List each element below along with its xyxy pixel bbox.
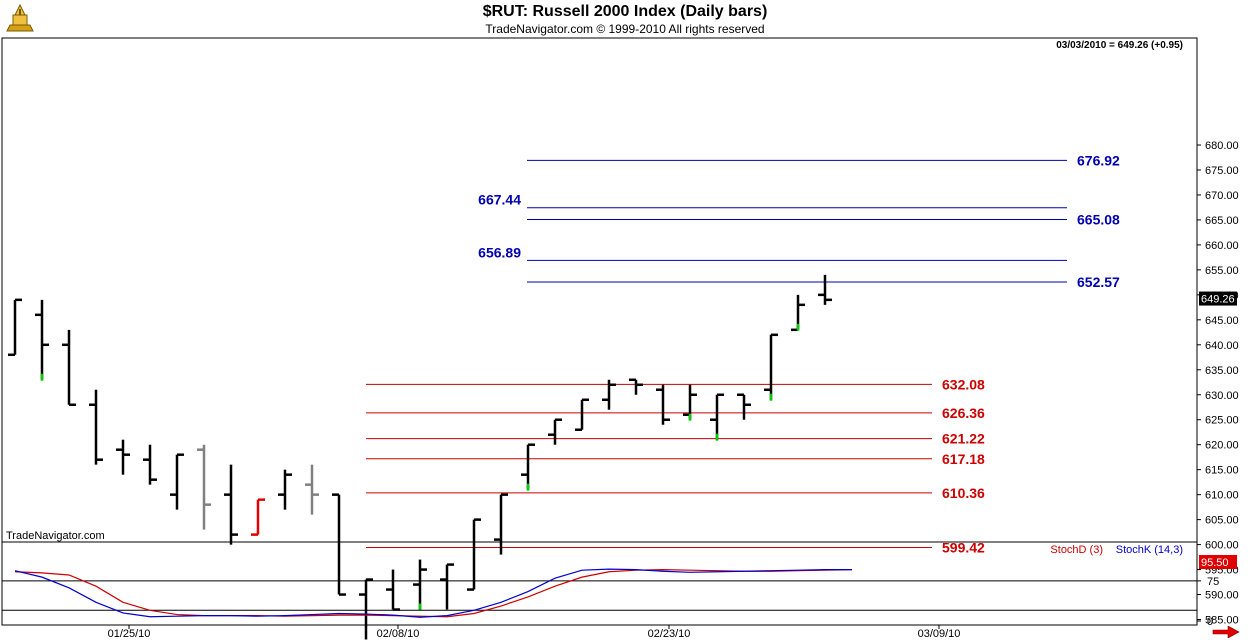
ohlc-bar: [440, 563, 454, 610]
price-y-tick-label: 610.00: [1205, 490, 1239, 502]
stoch-series-line: [14, 569, 853, 618]
trade-navigator-logo-icon[interactable]: [3, 3, 37, 37]
ohlc-bar: [278, 469, 292, 510]
ohlc-bar: [359, 578, 373, 640]
ohlc-bar: [548, 418, 562, 445]
ohlc-bar: [62, 329, 76, 406]
price-y-tick-label: 605.00: [1205, 515, 1239, 527]
x-tick-label: 01/25/10: [108, 628, 151, 640]
price-panel-frame: [1, 37, 1198, 543]
stoch-y-tick-label: 75: [1207, 576, 1219, 588]
stoch-panel-frame: [1, 541, 1198, 626]
ohlc-bar: [467, 518, 481, 591]
price-y-tick-label: 680.00: [1205, 140, 1239, 152]
ohlc-bar: [8, 298, 22, 357]
ohlc-bar: [629, 378, 643, 395]
level-label: 621.22: [942, 431, 985, 447]
stoch-y-tick-label: 0: [1207, 616, 1213, 628]
last-quote-label: 03/03/2010 = 649.26 (+0.95): [1056, 40, 1183, 51]
stoch-series-line: [14, 568, 852, 618]
ohlc-bar: [575, 398, 589, 431]
last-price-label: 649.26: [1201, 294, 1235, 306]
x-tick-label: 02/08/10: [377, 628, 420, 640]
level-label: 676.92: [1077, 152, 1120, 168]
ohlc-bar: [764, 333, 778, 400]
stoch-value-label: 95.50: [1201, 557, 1229, 569]
x-tick-label: 03/09/10: [918, 628, 961, 640]
level-label: 652.57: [1077, 274, 1120, 290]
ohlc-bar: [656, 384, 670, 425]
price-y-tick-label: 660.00: [1205, 240, 1239, 252]
level-label: 599.42: [942, 539, 985, 555]
ohlc-bar: [170, 453, 184, 510]
price-y-tick-label: 675.00: [1205, 165, 1239, 177]
level-label: 665.08: [1077, 212, 1120, 228]
price-y-tick-label: 600.00: [1205, 540, 1239, 552]
ohlc-bar: [386, 569, 400, 611]
stoch-legend-d: StochD (3): [1050, 544, 1103, 556]
ohlc-bar: [332, 493, 346, 596]
level-label: 632.08: [942, 376, 985, 392]
x-tick-label: 02/23/10: [648, 628, 691, 640]
ohlc-bar: [224, 464, 238, 545]
chart-title: $RUT: Russell 2000 Index (Daily bars): [482, 3, 768, 20]
ohlc-bar: [413, 559, 427, 610]
ohlc-bar: [197, 444, 211, 530]
ohlc-bar: [737, 393, 751, 420]
ohlc-bar: [602, 379, 616, 410]
ohlc-bar: [494, 493, 508, 555]
price-y-tick-label: 645.00: [1205, 315, 1239, 327]
level-label: 626.36: [942, 405, 985, 421]
price-y-tick-label: 655.00: [1205, 265, 1239, 277]
price-y-tick-label: 625.00: [1205, 415, 1239, 427]
stoch-legend-k: StochK (14,3): [1116, 544, 1183, 556]
watermark-label: TradeNavigator.com: [6, 530, 105, 542]
ohlc-bar: [35, 299, 49, 380]
price-y-tick-label: 615.00: [1205, 465, 1239, 477]
ohlc-bar: [251, 498, 265, 536]
level-label: 617.18: [942, 451, 985, 467]
stoch-value-badge: [1199, 555, 1237, 569]
price-y-tick-label: 585.00: [1205, 615, 1239, 627]
ohlc-bar: [521, 443, 535, 490]
price-y-tick-label: 620.00: [1205, 440, 1239, 452]
ohlc-bar: [818, 274, 832, 305]
price-y-tick-label: 670.00: [1205, 190, 1239, 202]
price-y-tick-label: 665.00: [1205, 215, 1239, 227]
red-right-arrow-icon[interactable]: [1212, 626, 1240, 638]
level-label: 656.89: [478, 244, 521, 260]
ohlc-bar: [116, 439, 130, 475]
last-price-badge: [1199, 291, 1237, 306]
level-label: 610.36: [942, 485, 985, 501]
ohlc-bar: [89, 389, 103, 465]
ohlc-bar: [710, 393, 724, 440]
price-y-tick-label: 640.00: [1205, 340, 1239, 352]
price-y-tick-label: 590.00: [1205, 590, 1239, 602]
chart-subtitle: TradeNavigator.com © 1999-2010 All right…: [485, 22, 765, 36]
ohlc-bar: [305, 464, 319, 515]
level-label: 667.44: [478, 192, 521, 208]
price-y-tick-label: 635.00: [1205, 365, 1239, 377]
price-y-tick-label: 630.00: [1205, 390, 1239, 402]
ohlc-bar: [143, 444, 157, 485]
